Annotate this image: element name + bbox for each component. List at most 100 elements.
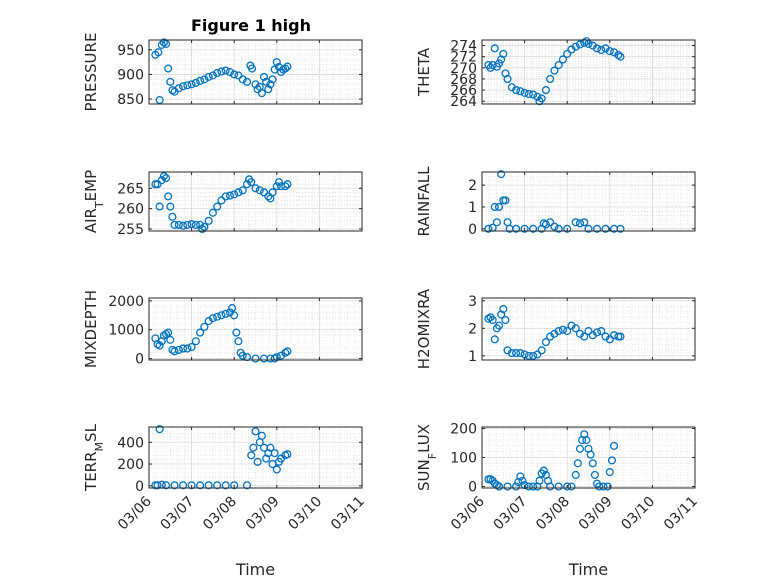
data-point	[259, 72, 269, 81]
data-point	[272, 182, 281, 191]
series-markers	[484, 430, 619, 491]
data-point	[586, 450, 595, 459]
data-point	[200, 222, 209, 231]
data-point	[563, 224, 572, 233]
data-point	[253, 457, 262, 466]
data-point	[174, 345, 183, 354]
data-point	[274, 178, 283, 187]
data-point	[213, 202, 222, 211]
y-tick-label: 1	[468, 349, 477, 365]
data-point	[221, 309, 230, 318]
data-point	[228, 304, 237, 313]
data-point	[550, 66, 559, 75]
data-point	[161, 39, 171, 48]
data-point	[187, 80, 196, 89]
data-point	[610, 441, 619, 450]
data-point	[221, 66, 230, 75]
data-point	[512, 482, 521, 491]
data-point	[512, 224, 521, 233]
data-point	[571, 470, 580, 479]
y-tick-label: 0	[135, 479, 144, 495]
data-point	[554, 482, 563, 491]
y-tick-label: 2000	[108, 294, 144, 310]
plot-area	[149, 40, 362, 104]
data-point	[179, 344, 188, 353]
data-point	[159, 38, 168, 47]
data-point	[213, 68, 222, 78]
data-point	[516, 472, 525, 481]
data-point	[529, 351, 538, 360]
data-point	[191, 337, 200, 346]
data-point	[601, 224, 610, 233]
data-point	[196, 220, 205, 229]
data-point	[238, 75, 247, 84]
data-point	[499, 49, 508, 58]
data-point	[283, 347, 292, 356]
ylabel-8: SUNFLUX	[415, 424, 439, 491]
data-point	[283, 180, 292, 189]
data-point	[242, 77, 252, 86]
data-point	[546, 218, 555, 227]
data-point	[595, 482, 604, 491]
data-point	[225, 67, 234, 77]
data-point	[554, 327, 563, 336]
data-point	[499, 304, 508, 314]
data-point	[251, 80, 260, 89]
data-point	[221, 192, 230, 201]
data-point	[164, 192, 173, 201]
data-point	[575, 444, 585, 453]
ylabel-5: MIXDEPTH	[82, 290, 100, 368]
y-tick-label: 268	[450, 72, 477, 88]
data-point	[533, 350, 542, 359]
series-markers	[151, 425, 292, 490]
data-point	[196, 76, 205, 85]
data-point	[492, 218, 501, 227]
data-point	[533, 92, 542, 101]
data-point	[529, 224, 538, 233]
data-point	[179, 481, 188, 490]
x-tick-label: 03/10	[618, 494, 658, 534]
y-tick-label: 1	[468, 200, 477, 216]
x-tick-label: 03/11	[328, 494, 368, 534]
data-point	[208, 314, 217, 323]
data-point	[518, 476, 527, 485]
plot-area	[482, 172, 695, 231]
ylabel-4: RAINFALL	[415, 166, 433, 237]
data-point	[546, 74, 555, 84]
ylabel-2: THETA	[415, 47, 433, 97]
data-point	[272, 58, 281, 67]
data-point	[558, 325, 567, 334]
data-point	[204, 481, 213, 490]
y-tick-label: 2	[468, 178, 477, 194]
data-point	[174, 220, 183, 229]
data-point	[490, 202, 499, 212]
data-point	[251, 354, 260, 363]
data-point	[614, 50, 623, 60]
data-point	[268, 75, 277, 84]
data-point	[520, 88, 529, 97]
data-point	[204, 72, 213, 81]
data-point	[541, 86, 550, 95]
data-point	[196, 328, 205, 337]
data-point	[584, 327, 593, 336]
subplot-4: 0 1 2 RAINFALL	[415, 166, 696, 238]
data-point	[575, 40, 585, 49]
data-point	[603, 482, 612, 491]
data-point	[155, 96, 164, 105]
x-tick-label: 03/08	[533, 494, 573, 534]
data-point	[200, 322, 209, 331]
data-point	[247, 451, 256, 460]
data-point	[161, 329, 171, 339]
data-point	[187, 342, 196, 352]
data-point	[616, 332, 625, 341]
data-point	[230, 190, 239, 199]
data-point	[204, 216, 213, 225]
data-point	[242, 353, 252, 362]
data-point	[537, 346, 546, 355]
y-tick-label: 200	[450, 421, 477, 437]
data-point	[217, 196, 226, 205]
data-point	[234, 188, 243, 197]
data-point	[494, 59, 504, 68]
data-point	[161, 481, 171, 490]
